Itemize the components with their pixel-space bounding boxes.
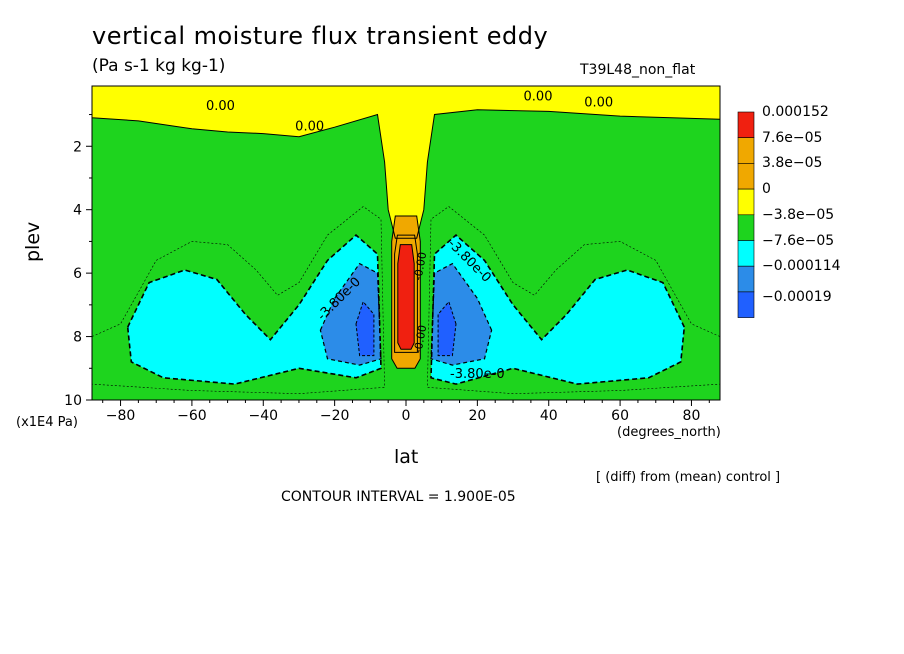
- x-tick-label: 20: [468, 408, 486, 424]
- fill-deepblue-north: [438, 301, 456, 356]
- colorbar-swatch: [737, 111, 755, 139]
- x-axis-label: lat: [394, 446, 419, 468]
- contour-m1-north: [430, 234, 686, 385]
- contour-thin-south: [92, 206, 385, 395]
- y-scale-note: (x1E4 Pa): [16, 415, 78, 430]
- x-tick-label: −40: [248, 408, 278, 424]
- colorbar-swatch: [737, 265, 755, 293]
- contour-m3-north: [437, 300, 457, 357]
- x-units-label: (degrees_north): [617, 425, 721, 440]
- figure-title: vertical moisture flux transient eddy: [92, 22, 549, 50]
- contour-label: 0.00: [584, 96, 613, 111]
- contour-label: 0.00: [524, 89, 553, 104]
- colorbar-label: 7.6e−05: [762, 129, 823, 146]
- colorbar-label: 0: [762, 181, 771, 198]
- colorbar-label: 0.000152: [762, 104, 829, 120]
- colorbar: [737, 111, 755, 318]
- contour-label: 0.00: [295, 119, 324, 134]
- contour-lines: [92, 86, 720, 395]
- run-label: T39L48_non_flat: [580, 62, 696, 78]
- figure-units: (Pa s-1 kg kg-1): [92, 56, 226, 76]
- y-tick-label: 8: [73, 330, 82, 346]
- x-tick-label: 0: [402, 408, 411, 424]
- fill-red-max: [397, 244, 415, 350]
- contour-m1-south: [126, 234, 382, 385]
- colorbar-label: −7.6e−05: [762, 232, 835, 249]
- y-axis-label: plev: [22, 221, 44, 262]
- fill-cyan-south: [127, 235, 381, 385]
- contour-label: -3.80e-0: [450, 367, 505, 382]
- colorbar-label: −0.00019: [762, 289, 832, 306]
- x-tick-label: −60: [177, 408, 207, 424]
- fill-upper-positive: [92, 86, 720, 239]
- contour-interval: CONTOUR INTERVAL = 1.900E-05: [281, 489, 516, 505]
- fill-deepblue-south: [356, 301, 374, 356]
- colorbar-label: −0.000114: [762, 258, 841, 275]
- colorbar-swatch: [737, 163, 755, 190]
- contour-label: -0.00: [412, 251, 430, 281]
- x-tick-label: 60: [611, 408, 629, 424]
- x-tick-label: −20: [320, 408, 350, 424]
- colorbar-swatch: [737, 291, 755, 318]
- colorbar-swatch: [737, 214, 755, 241]
- contour-m2-north: [430, 262, 493, 366]
- contour-p2: [394, 234, 418, 353]
- contour-label: 0.00: [206, 99, 235, 114]
- contour-label: -0.00: [412, 324, 430, 354]
- y-tick-label: 2: [73, 139, 82, 155]
- contour-m2-south: [319, 262, 382, 366]
- y-tick-label: 4: [73, 203, 82, 219]
- y-tick-label: 10: [64, 393, 82, 409]
- fill-cyan-north: [431, 235, 685, 385]
- contour-thin-north: [427, 206, 720, 395]
- colorbar-label: −3.8e−05: [762, 206, 835, 223]
- x-tick-label: 40: [540, 408, 558, 424]
- y-tick-label: 6: [73, 266, 82, 282]
- contour-p1: [391, 215, 421, 369]
- contour-m3-south: [355, 300, 375, 357]
- contour-zero-upper: [92, 86, 720, 239]
- colorbar-swatch: [737, 137, 755, 164]
- colorbar-swatch: [737, 240, 755, 267]
- axes: −80 −60 −40 −20 0 20 40 60 80 2 4 6 8 10: [64, 114, 710, 424]
- colorbar-swatch: [737, 188, 755, 216]
- colorbar-label: 3.8e−05: [762, 155, 823, 172]
- contour-p3: [397, 244, 415, 350]
- x-tick-label: −80: [106, 408, 136, 424]
- x-tick-label: 80: [683, 408, 701, 424]
- diff-note: [ (diff) from (mean) control ]: [596, 470, 781, 485]
